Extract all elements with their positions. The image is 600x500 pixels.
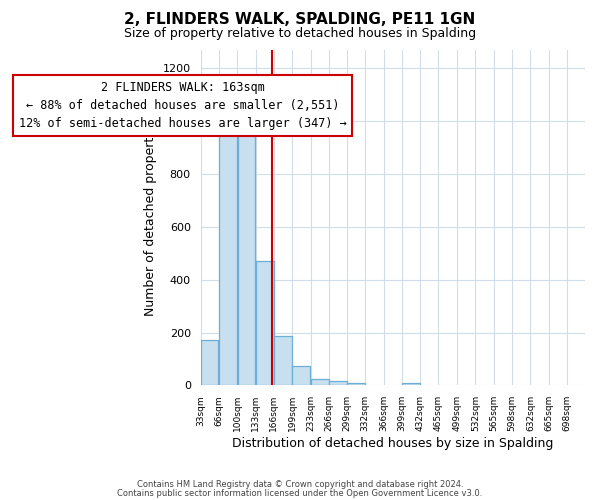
Text: Size of property relative to detached houses in Spalding: Size of property relative to detached ho… (124, 28, 476, 40)
Bar (403, 382, 420, 386)
Bar (238, 122, 256, 386)
X-axis label: Distribution of detached houses by size in Spalding: Distribution of detached houses by size … (232, 437, 553, 450)
Y-axis label: Number of detached properties: Number of detached properties (144, 119, 157, 316)
Bar (311, 378, 329, 386)
Text: Contains public sector information licensed under the Open Government Licence v3: Contains public sector information licen… (118, 488, 482, 498)
Bar (292, 366, 310, 386)
Bar (219, 130, 236, 386)
Text: Contains HM Land Registry data © Crown copyright and database right 2024.: Contains HM Land Registry data © Crown c… (137, 480, 463, 489)
Bar (274, 336, 292, 386)
Bar (256, 261, 274, 386)
Bar (329, 382, 347, 386)
Bar (201, 340, 218, 386)
Text: 2, FLINDERS WALK, SPALDING, PE11 1GN: 2, FLINDERS WALK, SPALDING, PE11 1GN (124, 12, 476, 28)
Text: 2 FLINDERS WALK: 163sqm
← 88% of detached houses are smaller (2,551)
12% of semi: 2 FLINDERS WALK: 163sqm ← 88% of detache… (19, 81, 346, 130)
Bar (347, 382, 365, 386)
